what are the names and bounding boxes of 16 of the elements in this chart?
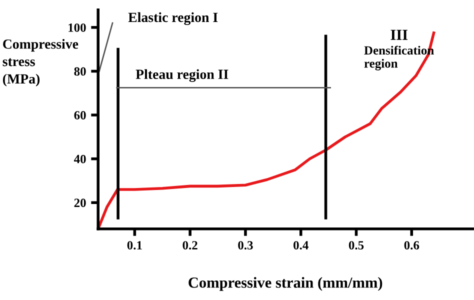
x-axis-title: Compressive strain (mm/mm)	[188, 277, 382, 291]
line-series	[98, 32, 436, 229]
x-tick-label: 0.2	[182, 241, 198, 250]
y-tick-label: 40	[74, 154, 86, 164]
y-tick-label: 80	[74, 67, 86, 76]
x-tick-label: 0.5	[348, 241, 364, 250]
x-tick-label: 0.6	[404, 241, 420, 250]
annotation: Elastic region I	[128, 12, 218, 26]
x-tick-label: 0.3	[238, 241, 253, 250]
y-tick-label: 60	[74, 111, 86, 120]
x-tick-label: 0.1	[127, 241, 142, 250]
y-tick-label: 100	[68, 23, 86, 32]
annotation: Plteau region II	[136, 69, 228, 82]
y-tick-label: 20	[74, 198, 86, 208]
annotation: III	[390, 30, 408, 40]
x-tick-label: 0.4	[294, 241, 308, 250]
